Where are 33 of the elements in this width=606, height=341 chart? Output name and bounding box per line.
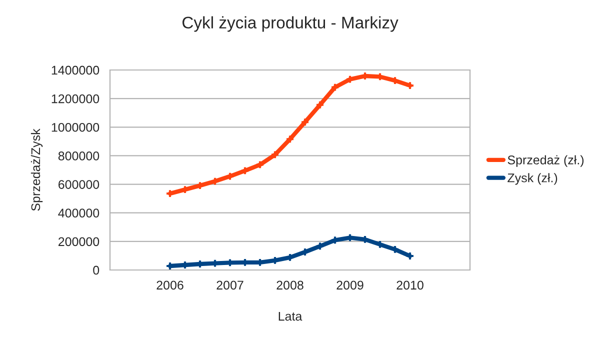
x-tick-label: 2009 bbox=[336, 280, 364, 290]
x-tick-label: 2008 bbox=[276, 280, 304, 290]
y-tick-label: 600000 bbox=[58, 180, 100, 189]
point bbox=[300, 118, 310, 127]
point bbox=[225, 172, 235, 181]
point bbox=[405, 81, 415, 90]
point bbox=[270, 150, 280, 160]
chart-title: Cykl życia produktu - Markizy bbox=[182, 16, 398, 32]
y-tick-label: 800000 bbox=[58, 152, 100, 160]
x-axis-title: Lata bbox=[278, 312, 302, 321]
y-tick-label: 200000 bbox=[58, 237, 100, 246]
point bbox=[315, 100, 325, 110]
y-tick-label: 400000 bbox=[58, 208, 100, 218]
point bbox=[210, 176, 220, 186]
x-tick-label: 2006 bbox=[156, 280, 184, 290]
y-tick-label: 1200000 bbox=[52, 94, 100, 104]
point bbox=[255, 160, 265, 170]
point bbox=[240, 166, 250, 176]
point bbox=[285, 134, 295, 144]
y-tick-label: 0 bbox=[93, 266, 100, 275]
legend-label: Sprzedaż (zł.) bbox=[508, 155, 584, 167]
legend-label: Zysk (zł.) bbox=[508, 173, 558, 185]
point bbox=[165, 189, 175, 198]
point bbox=[405, 251, 415, 261]
y-tick-label: 1400000 bbox=[52, 66, 100, 75]
y-tick-label: 1000000 bbox=[52, 122, 100, 132]
y-axis-title: Sprzedaż/Zysk bbox=[30, 128, 43, 211]
x-tick-label: 2007 bbox=[216, 280, 244, 290]
point bbox=[330, 82, 340, 92]
x-tick-label: 2010 bbox=[396, 280, 424, 290]
point bbox=[390, 76, 400, 86]
point bbox=[375, 240, 385, 249]
point bbox=[315, 242, 325, 251]
